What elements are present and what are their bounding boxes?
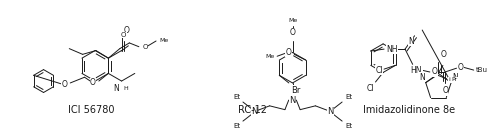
- Text: O: O: [432, 67, 438, 76]
- Text: H: H: [124, 86, 128, 91]
- Text: N: N: [113, 84, 118, 93]
- Text: NH: NH: [386, 45, 398, 54]
- Text: Me: Me: [265, 54, 274, 59]
- Text: Cl: Cl: [367, 84, 374, 93]
- Text: N: N: [419, 73, 425, 82]
- Text: O: O: [442, 86, 448, 95]
- Text: Me: Me: [159, 38, 168, 43]
- Text: O: O: [121, 32, 126, 38]
- Text: Et: Et: [345, 94, 352, 100]
- Text: O: O: [62, 80, 68, 89]
- Text: O: O: [142, 44, 148, 50]
- Text: tBu: tBu: [476, 67, 488, 73]
- Text: Et: Et: [233, 123, 240, 129]
- Text: i: i: [448, 77, 450, 82]
- Text: O: O: [124, 26, 130, 35]
- Text: N: N: [328, 107, 334, 116]
- Text: N: N: [452, 73, 458, 82]
- Text: O: O: [458, 63, 464, 72]
- Text: RC-12: RC-12: [238, 105, 266, 115]
- Text: Br: Br: [291, 86, 300, 95]
- Text: N: N: [408, 37, 414, 46]
- Text: Pr: Pr: [452, 77, 458, 82]
- Text: Me: Me: [288, 18, 297, 23]
- Text: O: O: [440, 50, 446, 59]
- Text: N: N: [290, 96, 296, 105]
- Text: Cl: Cl: [376, 66, 383, 75]
- Text: Et: Et: [345, 123, 352, 129]
- Text: O: O: [286, 48, 292, 57]
- Text: O: O: [90, 78, 96, 87]
- Text: HN: HN: [410, 66, 422, 75]
- Text: Et: Et: [233, 94, 240, 100]
- Text: ICI 56780: ICI 56780: [68, 105, 114, 115]
- Text: N: N: [251, 107, 258, 116]
- Text: Imidazolidinone 8e: Imidazolidinone 8e: [364, 105, 456, 115]
- Text: O: O: [290, 28, 296, 37]
